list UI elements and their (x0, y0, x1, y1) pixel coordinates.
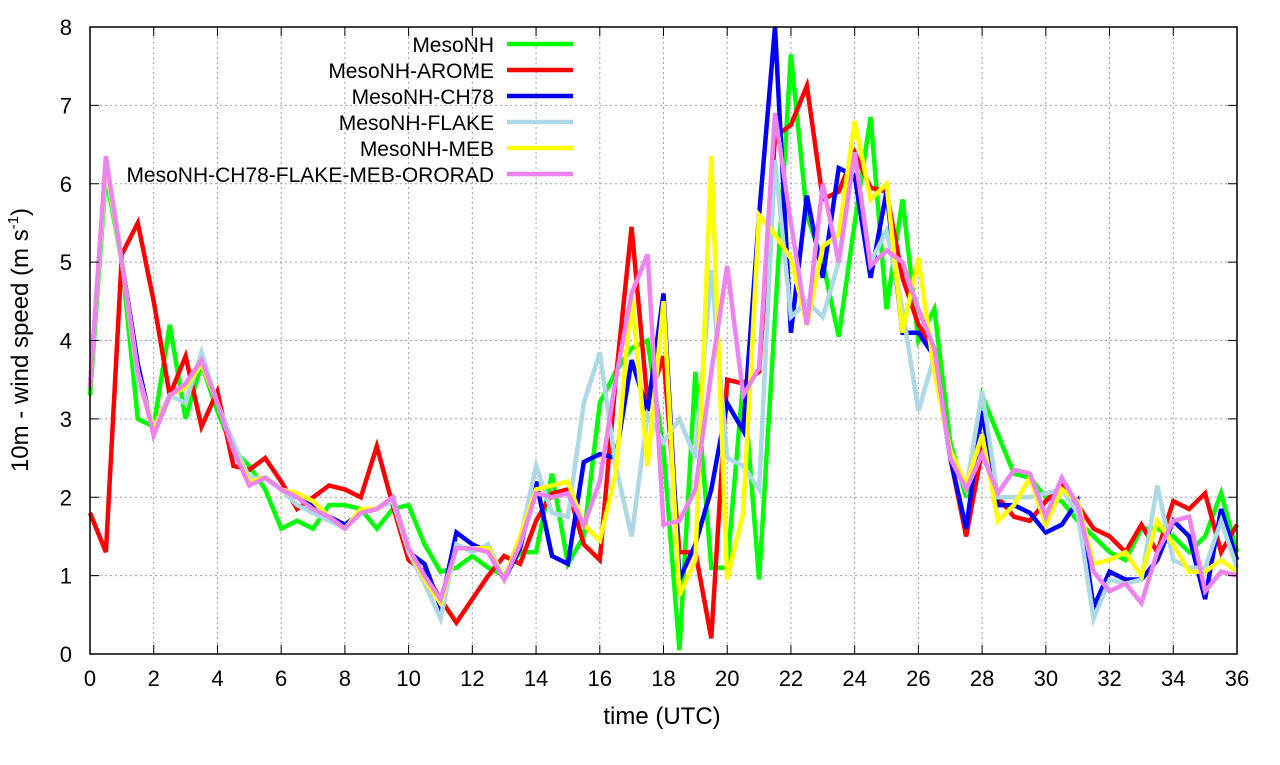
x-tick-label: 34 (1161, 666, 1185, 691)
x-tick-label: 16 (588, 666, 612, 691)
x-tick-label: 24 (842, 666, 866, 691)
x-tick-label: 0 (84, 666, 96, 691)
y-tick-label: 5 (60, 250, 72, 275)
x-tick-label: 6 (275, 666, 287, 691)
x-tick-label: 26 (906, 666, 930, 691)
x-tick-label: 28 (970, 666, 994, 691)
series-lines (87, 26, 1240, 651)
x-tick-label: 18 (651, 666, 675, 691)
series-line-mesonh (87, 54, 1240, 651)
y-axis-label-end: ) (7, 208, 34, 216)
x-tick-label: 20 (715, 666, 739, 691)
y-axis-label: 10m - wind speed (m s-1) (5, 208, 34, 472)
legend-label: MesoNH-MEB (360, 138, 494, 161)
legend-label: MesoNH-FLAKE (339, 112, 494, 135)
x-tick-label: 14 (524, 666, 548, 691)
x-tick-label: 32 (1097, 666, 1121, 691)
y-tick-label: 0 (60, 642, 72, 667)
x-tick-label: 4 (211, 666, 223, 691)
y-axis-label-main: 10m - wind speed (m s (7, 229, 34, 472)
y-tick-label: 4 (60, 329, 72, 354)
x-tick-label: 8 (339, 666, 351, 691)
x-tick-label: 30 (1034, 666, 1058, 691)
y-tick-label: 6 (60, 172, 72, 197)
x-tick-label: 22 (779, 666, 803, 691)
legend-label: MesoNH (412, 34, 494, 57)
y-axis-label-sup: -1 (5, 216, 22, 229)
legend-label: MesoNH-CH78-FLAKE-MEB-ORORAD (126, 164, 494, 187)
legend-label: MesoNH-AROME (328, 60, 494, 83)
x-tick-label: 12 (460, 666, 484, 691)
legend: MesoNH MesoNH-AROME MesoNH-CH78 MesoNH-FLAK… (126, 34, 573, 187)
y-tick-label: 3 (60, 407, 72, 432)
legend-label: MesoNH-CH78 (352, 86, 494, 109)
x-axis-label: time (UTC) (603, 703, 720, 730)
y-tick-label: 7 (60, 93, 72, 118)
y-tick-label: 8 (60, 15, 72, 40)
y-tick-label: 2 (60, 485, 72, 510)
series-line-mesonh-arome (87, 77, 1239, 639)
tick-labels: 0 2 4 6 8 10 12 14 16 18 20 22 24 26 28 30 32 34 360123456… (60, 15, 1249, 691)
y-tick-label: 1 (60, 564, 72, 589)
x-tick-label: 10 (396, 666, 420, 691)
x-tick-label: 2 (148, 666, 160, 691)
series-line-mesonh-ch78-flake-meb-ororad (87, 112, 1238, 608)
x-tick-label: 36 (1225, 666, 1249, 691)
